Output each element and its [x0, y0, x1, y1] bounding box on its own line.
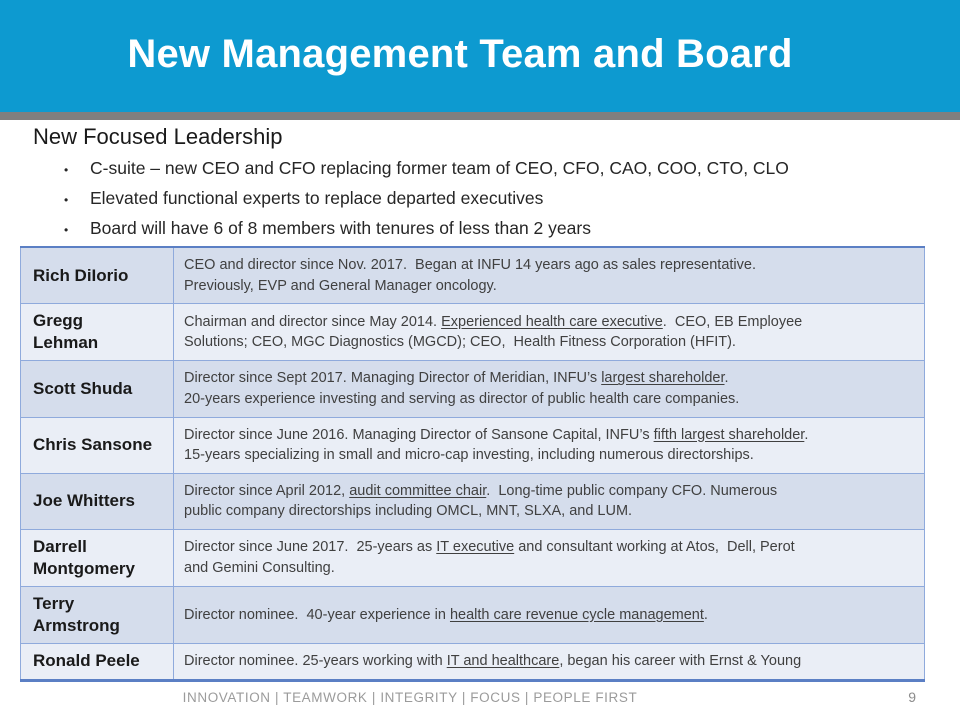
page-number: 9 — [908, 689, 916, 705]
section-heading: New Focused Leadership — [33, 124, 283, 149]
member-description-cell: Director since Sept 2017. Managing Direc… — [173, 360, 925, 418]
bullet-icon: • — [64, 163, 69, 177]
member-name-cell: Rich DiIorio — [20, 246, 174, 305]
bullet-item: • Elevated functional experts to replace… — [64, 184, 960, 214]
bullet-item: • C-suite – new CEO and CFO replacing fo… — [64, 154, 960, 184]
bullet-item: • Board will have 6 of 8 members with te… — [64, 214, 960, 244]
member-name-cell: Ronald Peele — [20, 643, 174, 681]
table-row: Darrell Montgomery Director since June 20… — [20, 528, 925, 588]
member-description-cell: Director nominee. 25-years working with … — [173, 643, 925, 681]
table-row: Ronald Peele Director nominee. 25-years w… — [20, 643, 925, 681]
table-row: Joe Whitters Director since April 2012, a… — [20, 472, 925, 530]
member-name-cell: Terry Armstrong — [20, 585, 174, 645]
table-row: Scott Shuda Director since Sept 2017. Man… — [20, 360, 925, 418]
bullet-icon: • — [64, 223, 69, 237]
footer-motto: INNOVATION | TEAMWORK | INTEGRITY | FOCU… — [182, 690, 638, 705]
bullet-list: • C-suite – new CEO and CFO replacing fo… — [64, 154, 960, 244]
board-table: Rich DiIorio CEO and director since Nov. … — [20, 246, 925, 682]
member-description-cell: CEO and director since Nov. 2017. Began … — [173, 246, 925, 305]
table-row: Rich DiIorio CEO and director since Nov. … — [20, 246, 925, 305]
member-name-cell: Darrell Montgomery — [20, 528, 174, 588]
bullet-text: Board will have 6 of 8 members with tenu… — [90, 218, 591, 238]
bullet-icon: • — [64, 193, 69, 207]
board-table-body: Rich DiIorio CEO and director since Nov. … — [20, 246, 925, 681]
slide-content: New Focused Leadership • C-suite – new C… — [0, 120, 960, 682]
member-description-cell: Director since April 2012, audit committ… — [173, 472, 925, 530]
member-name-cell: Joe Whitters — [20, 472, 174, 530]
header-banner: New Management Team and Board — [0, 0, 960, 112]
member-description-cell: Director nominee. 40-year experience in … — [173, 585, 925, 645]
table-row: Terry Armstrong Director nominee. 40-year… — [20, 585, 925, 645]
slide-title: New Management Team and Board — [127, 32, 793, 76]
table-row: Gregg Lehman Chairman and director since … — [20, 303, 925, 362]
table-row: Chris Sansone Director since June 2016. M… — [20, 416, 925, 474]
bullet-text: Elevated functional experts to replace d… — [90, 188, 544, 208]
member-name-cell: Chris Sansone — [20, 416, 174, 474]
member-description-cell: Director since June 2017. 25-years as IT… — [173, 528, 925, 588]
member-description-cell: Chairman and director since May 2014. Ex… — [173, 303, 925, 362]
member-name-cell: Scott Shuda — [20, 360, 174, 418]
member-description-cell: Director since June 2016. Managing Direc… — [173, 416, 925, 474]
bullet-text: C-suite – new CEO and CFO replacing form… — [90, 158, 789, 178]
member-name-cell: Gregg Lehman — [20, 303, 174, 362]
gray-divider — [0, 112, 960, 120]
